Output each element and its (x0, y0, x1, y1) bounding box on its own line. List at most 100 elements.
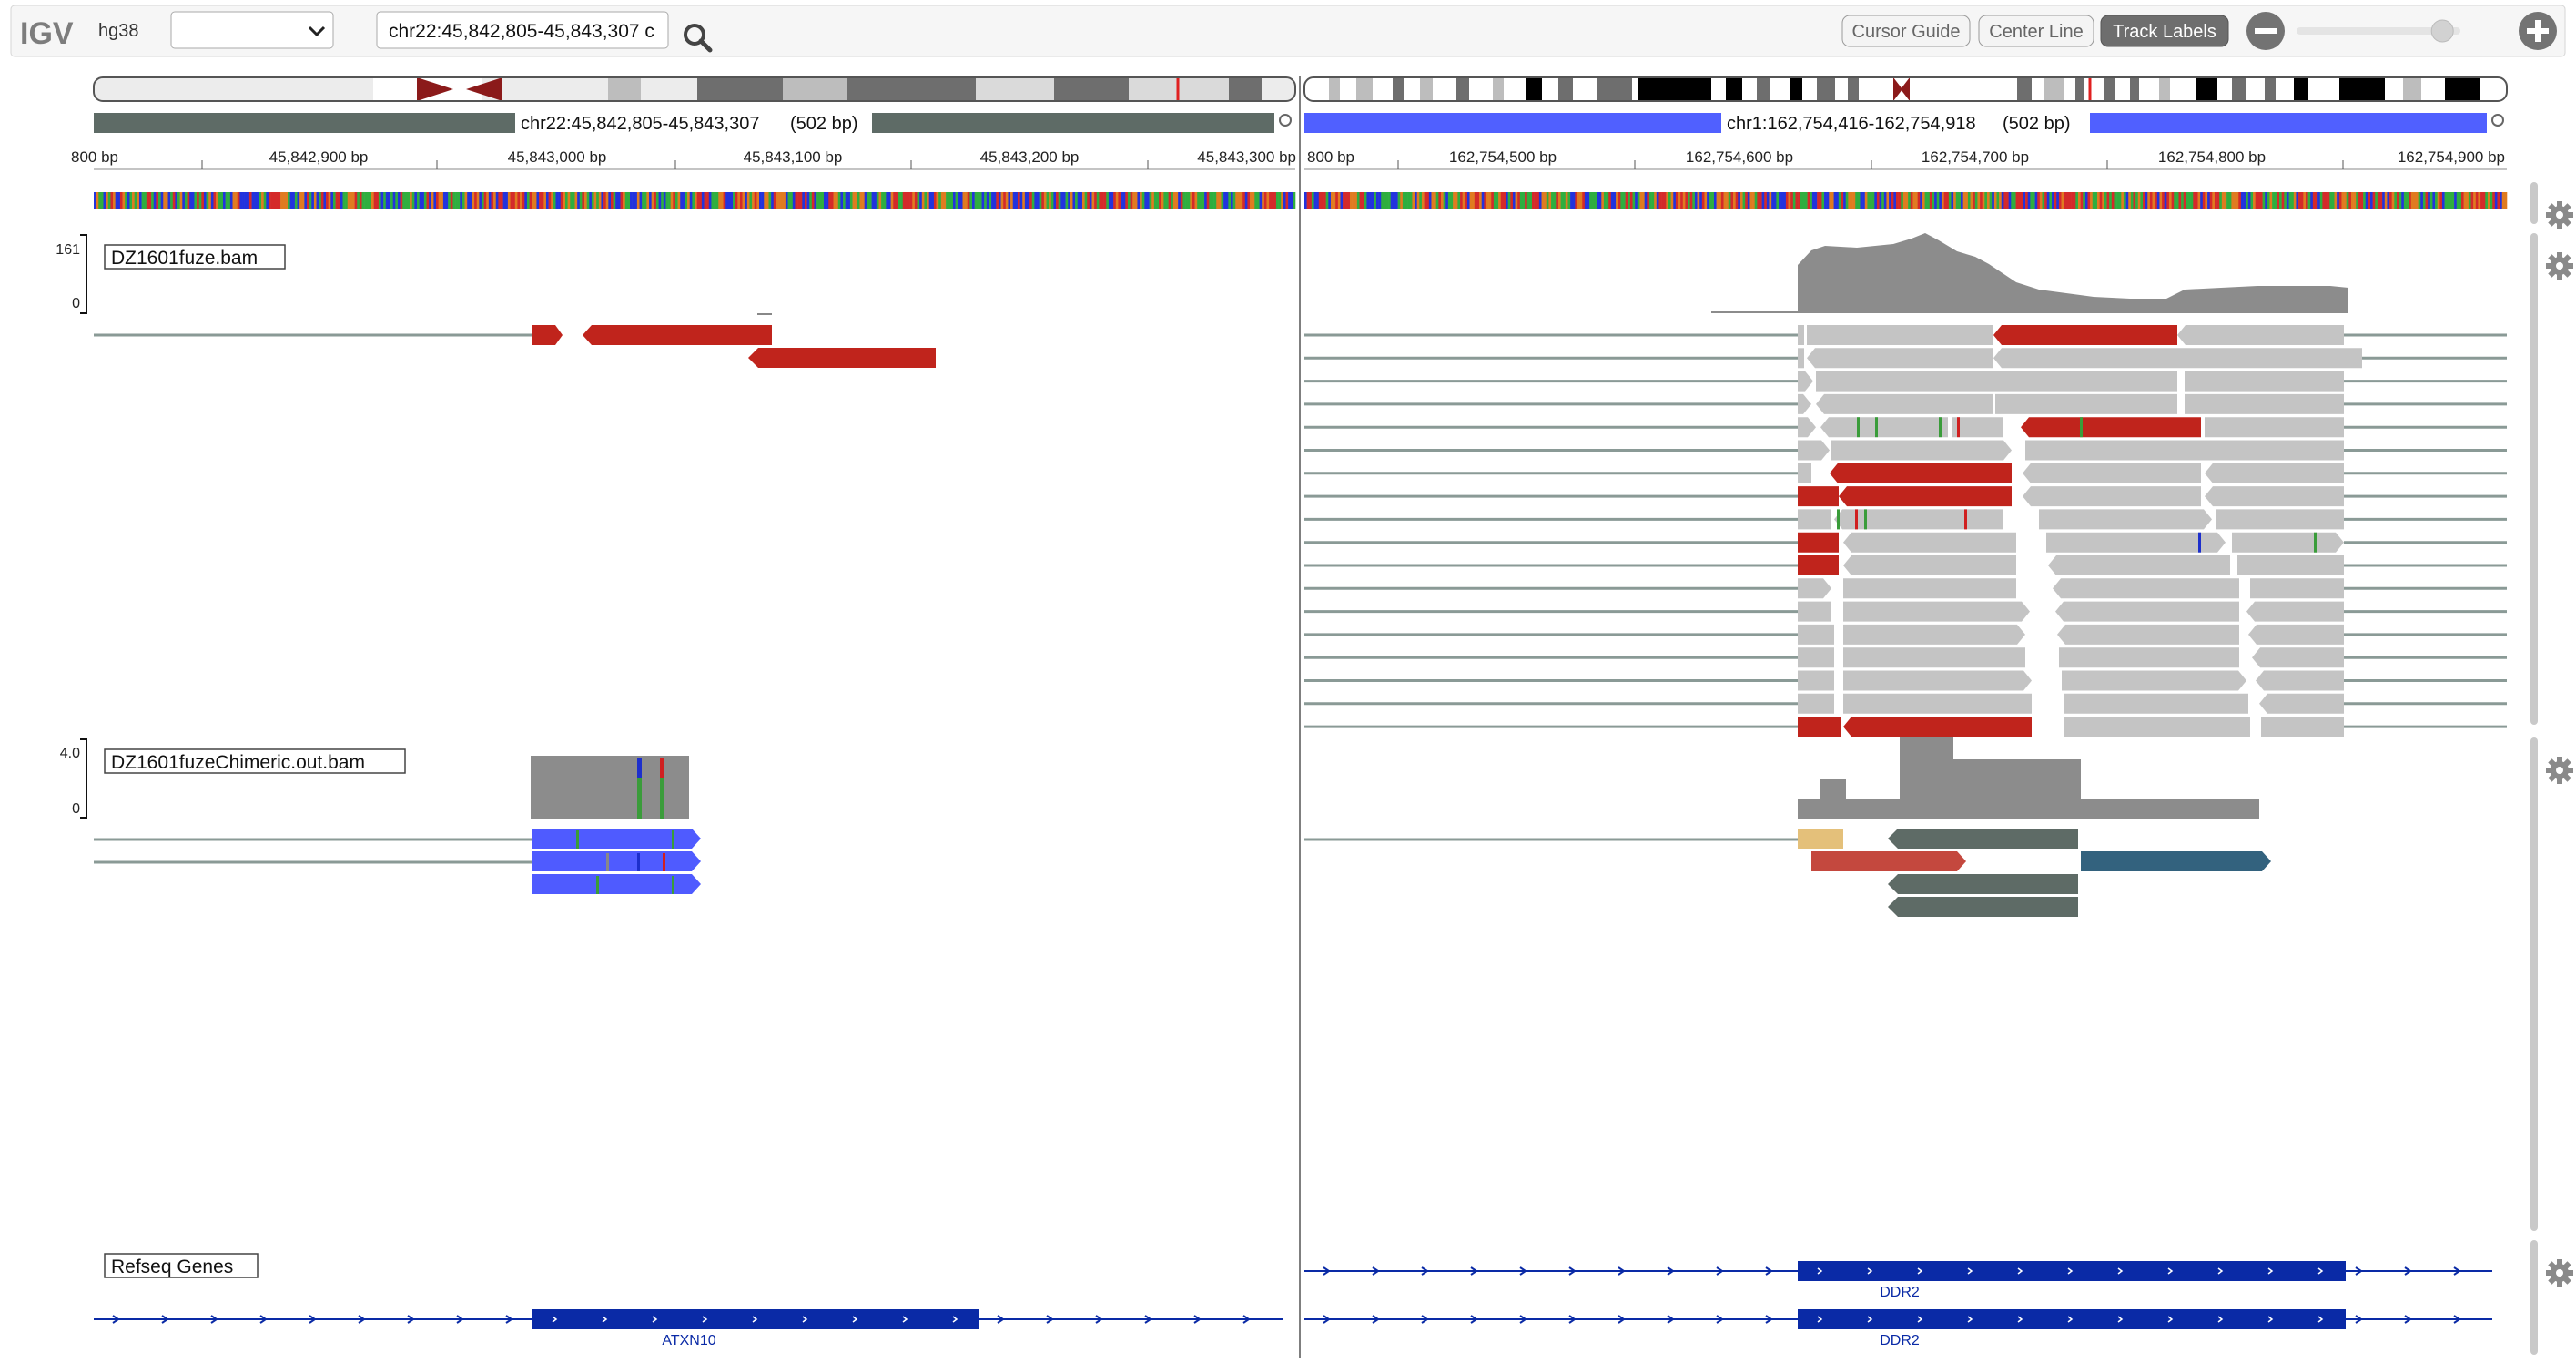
cursor-guide-button[interactable]: Cursor Guide (1841, 15, 1971, 47)
alignment-read[interactable] (1843, 717, 2032, 737)
track-label-box[interactable]: DZ1601fuze.bam (104, 244, 286, 270)
alignment-read[interactable] (2046, 532, 2226, 553)
locus-input[interactable]: chr22:45,842,805-45,843,307 c (389, 21, 654, 42)
alignment-read[interactable] (2025, 440, 2344, 461)
alignment-read[interactable] (1993, 325, 2177, 345)
alignment-read[interactable] (2023, 486, 2201, 507)
igv-logo[interactable]: IGV (20, 16, 74, 51)
alignment-read[interactable] (1993, 348, 2177, 369)
alignment-read[interactable] (1839, 486, 2012, 507)
scrollbar[interactable] (2530, 233, 2538, 725)
alignment-read[interactable] (2248, 624, 2344, 645)
alignment-read[interactable] (2216, 509, 2344, 530)
alignment-read[interactable] (1798, 440, 1830, 461)
alignment-read[interactable] (2250, 578, 2344, 599)
close-icon[interactable] (2491, 114, 2504, 127)
alignment-read[interactable] (2185, 393, 2344, 414)
gear-icon[interactable] (2546, 757, 2573, 784)
alignment-read[interactable] (2205, 463, 2344, 483)
alignment-read[interactable] (1798, 624, 1834, 645)
alignment-read[interactable] (1798, 647, 1834, 668)
alignment-read[interactable] (1843, 532, 2016, 553)
alignment-read[interactable] (2205, 417, 2344, 438)
alignment-read[interactable] (1798, 348, 1804, 369)
locus-search[interactable]: chr22:45,842,805-45,843,307 c (376, 11, 669, 49)
alignment-read[interactable] (1798, 393, 1811, 414)
alignment-read[interactable] (1798, 578, 1831, 599)
alignment-read[interactable] (2177, 325, 2344, 345)
ideogram-chr1[interactable] (1303, 76, 2508, 102)
alignment-read[interactable] (2023, 463, 2201, 483)
search-icon[interactable] (684, 24, 713, 53)
alignment-read[interactable] (1798, 717, 1841, 737)
alignment-read[interactable] (1798, 829, 1843, 849)
alignment-read[interactable] (1807, 325, 1993, 345)
ideogram-chr22[interactable] (93, 76, 1296, 102)
gene-name-atxn10[interactable]: ATXN10 (662, 1333, 715, 1348)
alignment-read[interactable] (2059, 647, 2239, 668)
locus-label-left[interactable]: chr22:45,842,805-45,843,307 (521, 114, 759, 134)
alignment-read[interactable] (1888, 874, 2078, 894)
alignment-read[interactable] (2246, 601, 2344, 622)
alignment-read[interactable] (1807, 348, 1993, 369)
alignment-read[interactable] (2064, 693, 2248, 714)
gear-icon[interactable] (2546, 252, 2573, 280)
scrollbar[interactable] (2530, 182, 2538, 224)
alignment-read[interactable] (532, 851, 701, 871)
close-icon[interactable] (1279, 114, 1292, 127)
track-label-box[interactable]: DZ1601fuzeChimeric.out.bam (104, 748, 406, 774)
alignment-read[interactable] (1843, 647, 2025, 668)
zoom-out-icon[interactable] (2246, 12, 2285, 50)
alignment-read[interactable] (1888, 829, 2078, 849)
alignment-read[interactable] (1820, 417, 1948, 438)
alignment-read[interactable] (2021, 417, 2201, 438)
alignment-read[interactable] (1843, 624, 2025, 645)
alignment-read[interactable] (1798, 693, 1834, 714)
alignment-read[interactable] (1798, 371, 1813, 392)
alignment-read[interactable] (1831, 440, 2012, 461)
gene-name-ddr2[interactable]: DDR2 (1880, 1333, 1920, 1348)
locus-label-right[interactable]: chr1:162,754,416-162,754,918 (1727, 114, 1976, 134)
alignment-read[interactable] (1798, 601, 1831, 622)
alignment-read[interactable] (2048, 555, 2230, 575)
alignment-read[interactable] (532, 325, 563, 345)
alignment-read[interactable] (2232, 532, 2344, 553)
alignment-read[interactable] (1843, 693, 2032, 714)
alignment-read[interactable] (2256, 670, 2344, 691)
alignment-read[interactable] (1798, 486, 1839, 507)
alignment-read[interactable] (1816, 393, 1993, 414)
alignment-read[interactable] (2237, 555, 2344, 575)
alignment-read[interactable] (2252, 647, 2344, 668)
alignment-read[interactable] (748, 348, 936, 368)
alignment-read[interactable] (2055, 601, 2239, 622)
alignment-read[interactable] (1798, 555, 1839, 575)
track-labels-button[interactable]: Track Labels (2100, 15, 2229, 47)
alignment-read[interactable] (2053, 578, 2239, 599)
scrollbar[interactable] (2530, 737, 2538, 1231)
alignment-read[interactable] (2057, 624, 2239, 645)
alignment-read[interactable] (1798, 417, 1816, 438)
alignment-read[interactable] (2261, 717, 2344, 737)
alignment-read[interactable] (1995, 393, 2177, 414)
gear-icon[interactable] (2546, 1259, 2573, 1287)
genome-label[interactable]: hg38 (98, 21, 139, 41)
alignment-read[interactable] (1811, 851, 1966, 871)
alignment-read[interactable] (1993, 371, 2177, 392)
alignment-read[interactable] (2081, 851, 2271, 871)
alignment-read[interactable] (2205, 486, 2344, 507)
gear-icon[interactable] (2546, 201, 2573, 229)
scrollbar[interactable] (2530, 1240, 2538, 1355)
alignment-read[interactable] (2185, 371, 2344, 392)
alignment-read[interactable] (532, 874, 701, 894)
center-line-button[interactable]: Center Line (1978, 15, 2094, 47)
zoom-in-icon[interactable] (2519, 12, 2557, 50)
alignment-read[interactable] (1798, 509, 1831, 530)
alignment-read[interactable] (583, 325, 772, 345)
alignment-read[interactable] (1798, 463, 1811, 483)
alignment-read[interactable] (1843, 601, 2030, 622)
alignment-read[interactable] (1798, 325, 1804, 345)
alignment-read[interactable] (2064, 717, 2250, 737)
track-select[interactable] (170, 11, 334, 49)
track-label-box[interactable]: Refseq Genes (104, 1253, 259, 1278)
alignment-read[interactable] (1830, 463, 2012, 483)
